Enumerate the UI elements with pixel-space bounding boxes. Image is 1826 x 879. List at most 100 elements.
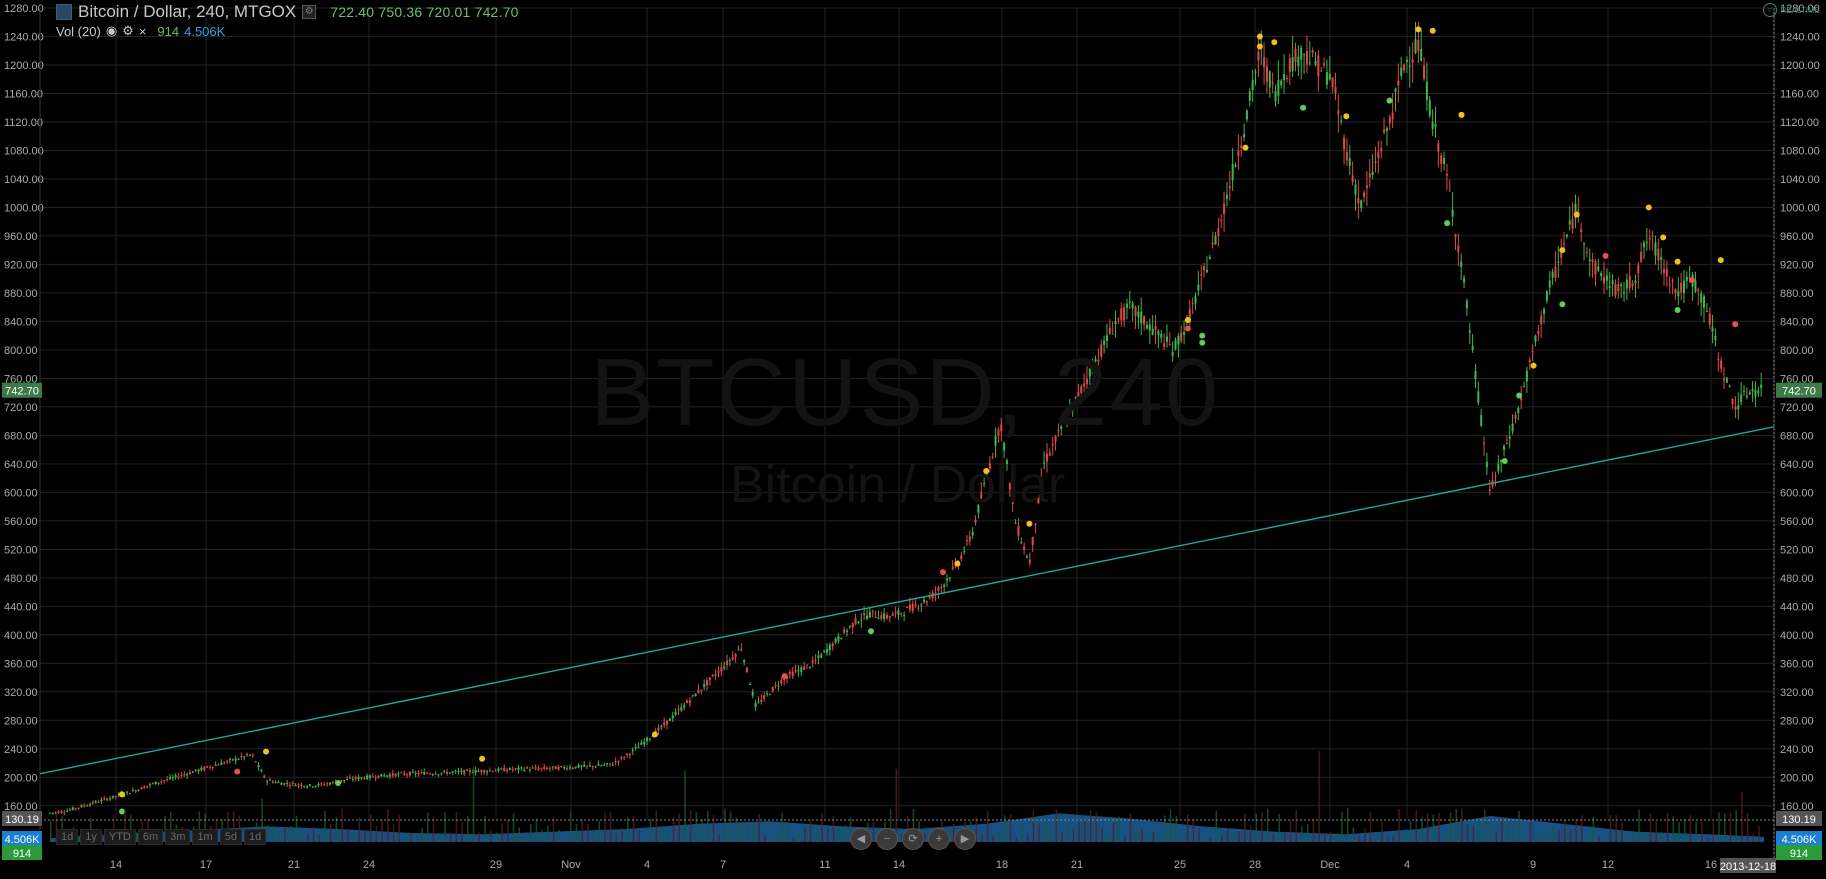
candle-body <box>900 613 903 615</box>
chart-title[interactable]: Bitcoin / Dollar, 240, MTGOX <box>78 2 297 21</box>
volume-bar <box>924 833 926 842</box>
candle-body <box>1394 88 1397 92</box>
candle-body <box>1414 39 1417 54</box>
candle-body <box>1640 252 1643 262</box>
candle-body <box>1257 51 1260 61</box>
volume-label[interactable]: Vol (20) <box>56 23 101 39</box>
candle-body <box>520 767 523 769</box>
candle-body <box>77 807 80 809</box>
volume-bar <box>1318 751 1320 842</box>
timeframe-button[interactable]: 3m <box>165 829 191 845</box>
y-tick-label-right: 200.00 <box>1780 772 1814 784</box>
volume-bar <box>1689 814 1692 842</box>
candle-body <box>220 762 223 765</box>
volume-bar <box>775 832 778 842</box>
timeframe-button[interactable]: 1y <box>80 829 102 845</box>
candle-body <box>848 626 851 628</box>
vol-ma-badge-right: 4.506K <box>1782 834 1818 846</box>
volume-bar <box>1432 814 1435 842</box>
candle-body <box>1165 336 1168 342</box>
eye-icon[interactable]: ◉ <box>105 23 118 38</box>
candle-body <box>1597 266 1600 271</box>
signal-marker <box>1199 332 1206 339</box>
signal-marker <box>1688 277 1695 284</box>
candle-body <box>760 699 763 703</box>
signal-marker <box>1256 33 1263 40</box>
volume-bar <box>232 811 235 842</box>
symbol-icon[interactable] <box>56 4 72 20</box>
timeframe-button[interactable]: 1m <box>192 829 218 845</box>
y-tick-label-left: 840.00 <box>4 316 38 328</box>
signal-marker <box>1674 258 1681 265</box>
volume-bar <box>827 829 829 842</box>
candle-body <box>908 604 911 610</box>
timeframe-button[interactable]: 1d <box>56 829 79 845</box>
candle-body <box>1520 397 1523 401</box>
candle-body <box>1300 47 1303 60</box>
volume-bar <box>844 825 846 842</box>
zoom-out-icon[interactable]: − <box>876 828 898 850</box>
vol-last-badge-right: 914 <box>1790 848 1808 860</box>
x-tick-label: 17 <box>200 859 212 871</box>
candle-body <box>911 603 914 611</box>
reset-icon[interactable]: ⟳ <box>902 828 924 850</box>
volume-bar <box>524 832 526 842</box>
candle-body <box>1245 110 1248 120</box>
candle-body <box>1340 120 1343 122</box>
candle-body <box>743 660 746 663</box>
candle-body <box>1028 559 1031 564</box>
candle-body <box>1468 330 1471 333</box>
candle-body <box>54 812 57 814</box>
zoom-in-icon[interactable]: + <box>928 828 950 850</box>
signal-marker <box>983 467 990 474</box>
signal-marker <box>1516 392 1523 399</box>
volume-bar <box>135 832 138 842</box>
candle-body <box>1234 164 1237 167</box>
candle-body <box>846 630 849 632</box>
volume-bar <box>804 827 806 842</box>
gear-icon[interactable]: ⚙ <box>122 23 134 38</box>
scroll-right-icon[interactable]: ▶ <box>954 828 976 850</box>
candle-body <box>191 771 194 774</box>
volume-bar <box>387 809 389 842</box>
candle-body <box>583 764 586 767</box>
candle-body <box>1037 496 1040 504</box>
candle-body <box>1365 185 1368 189</box>
candle-body <box>366 775 369 780</box>
vol-last-badge-left: 914 <box>13 848 31 860</box>
timeframe-button[interactable]: 5d <box>219 829 242 845</box>
candle-body <box>246 753 249 756</box>
close-icon[interactable]: × <box>138 23 147 39</box>
candle-body <box>1700 293 1703 303</box>
candle-body <box>1668 284 1671 286</box>
candle-body <box>474 769 477 773</box>
candle-body <box>731 657 734 660</box>
timeframe-button[interactable]: YTD <box>103 829 136 845</box>
signal-marker <box>1458 111 1465 118</box>
candle-body <box>754 703 757 707</box>
candle-body <box>566 768 569 770</box>
candle-body <box>617 760 620 763</box>
candle-body <box>388 774 391 777</box>
timeframe-button[interactable]: 6m <box>137 829 164 845</box>
volume-bar <box>627 817 629 842</box>
candle-body <box>523 769 526 771</box>
signal-marker <box>1645 204 1652 211</box>
settings-icon[interactable]: ⚙ <box>302 5 317 19</box>
volume-bar <box>1061 832 1063 842</box>
volume-bar <box>1461 808 1463 842</box>
candle-body <box>1648 237 1651 240</box>
candle-body <box>948 577 951 579</box>
candle-body <box>1048 453 1051 456</box>
candle-body <box>360 777 363 779</box>
volume-bar <box>769 837 772 842</box>
scroll-left-icon[interactable]: ◀ <box>850 828 872 850</box>
candle-body <box>1425 81 1428 101</box>
timeframe-button[interactable]: 1d <box>243 829 267 845</box>
candle-body <box>286 783 289 785</box>
crosshair-date-badge: 2013-12-18 <box>1720 861 1776 873</box>
volume-bar <box>592 831 595 842</box>
candle-body <box>171 777 174 779</box>
